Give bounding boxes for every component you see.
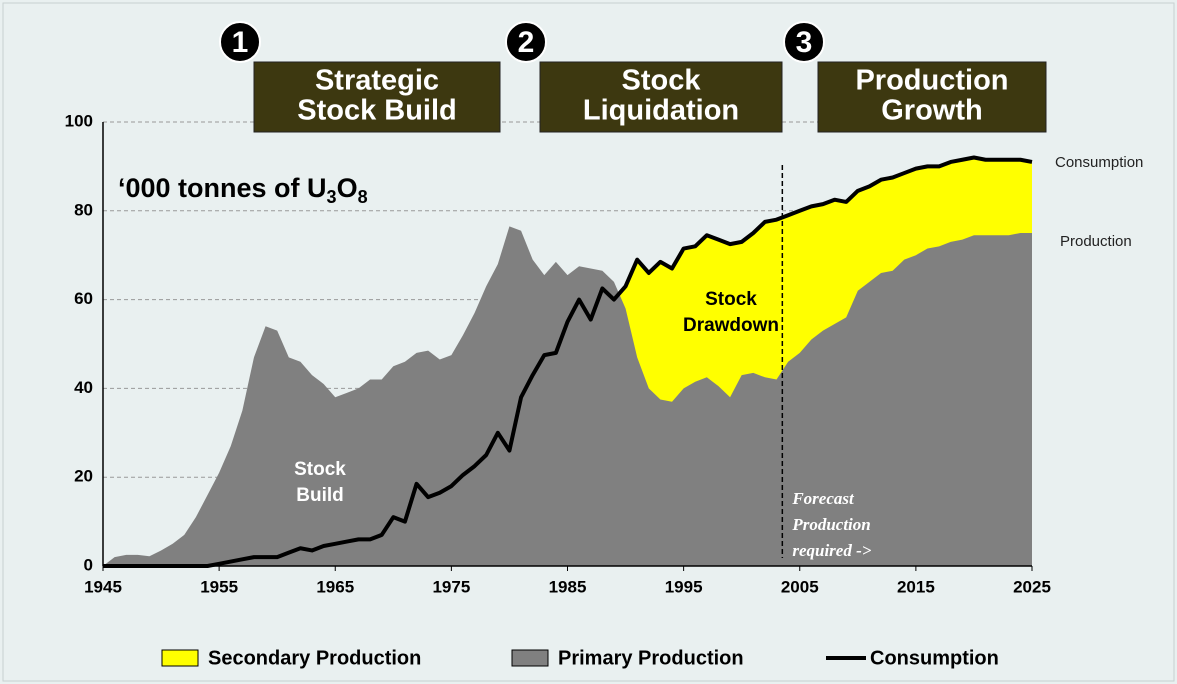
x-tick-label: 1965 — [316, 577, 354, 596]
phase-label: Strategic — [315, 65, 439, 97]
annotation: Production — [791, 515, 870, 534]
y-tick-label: 100 — [65, 111, 93, 130]
x-tick-label: 1945 — [84, 577, 122, 596]
phase-number: 1 — [232, 26, 249, 59]
y-tick-label: 40 — [74, 378, 93, 397]
annotation: Forecast — [791, 489, 855, 508]
legend-label: Primary Production — [558, 647, 744, 669]
x-tick-label: 1955 — [200, 577, 238, 596]
legend: Secondary Production Primary Production Co… — [161, 647, 999, 669]
annotation: Drawdown — [683, 315, 779, 336]
annotation: required -> — [792, 541, 871, 560]
consumption-line — [103, 155, 1033, 568]
side-label: Production — [1060, 233, 1132, 250]
phase-number: 2 — [518, 26, 535, 59]
phase-label: Liquidation — [583, 95, 739, 127]
y-tick-label: 0 — [84, 555, 93, 574]
x-tick-label: 1985 — [549, 577, 587, 596]
side-label: Consumption — [1055, 154, 1143, 171]
x-tick-label: 1975 — [432, 577, 470, 596]
x-tick-label: 2015 — [897, 577, 935, 596]
legend-swatch — [161, 649, 199, 667]
phase-box — [253, 61, 501, 133]
phase-label: Stock Build — [297, 95, 457, 127]
legend-swatch — [511, 649, 549, 667]
primary-area — [103, 226, 1032, 566]
x-tick-label: 1995 — [665, 577, 703, 596]
legend-label: Secondary Production — [208, 647, 421, 669]
phase-number: 3 — [796, 26, 813, 59]
y-tick-label: 60 — [74, 289, 93, 308]
phase-box — [539, 61, 783, 133]
phase-badge — [783, 21, 825, 63]
phase-badge — [505, 21, 547, 63]
x-tick-label: 2025 — [1013, 577, 1051, 596]
unit-label: ‘000 tonnes of U3O8 — [118, 173, 368, 207]
phase-label: Production — [855, 65, 1008, 97]
legend-label: Consumption — [870, 647, 999, 669]
annotation: Stock — [705, 289, 757, 310]
plot — [102, 121, 1033, 571]
annotation: Stock — [294, 459, 346, 480]
phase-badge — [219, 21, 261, 63]
y-tick-label: 80 — [74, 200, 93, 219]
x-tick-label: 2005 — [781, 577, 819, 596]
phase-box — [817, 61, 1047, 133]
phase-label: Growth — [881, 95, 983, 127]
y-tick-label: 20 — [74, 467, 93, 486]
annotation: Build — [296, 485, 344, 506]
phase-label: Stock — [622, 65, 702, 97]
